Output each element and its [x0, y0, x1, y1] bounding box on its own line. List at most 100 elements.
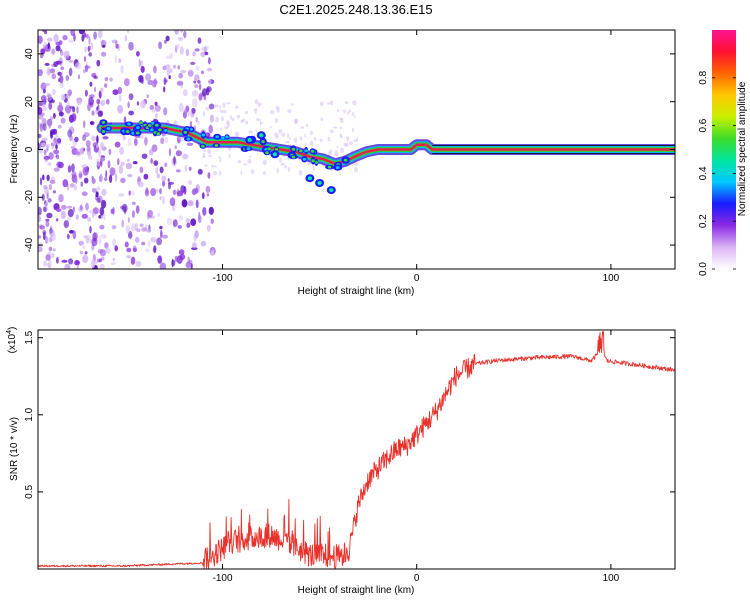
noise-speckle — [109, 167, 116, 176]
noise-speckle — [130, 256, 136, 265]
noise-speckle — [53, 112, 56, 119]
noise-speckle — [356, 167, 358, 172]
noise-speckle — [84, 89, 88, 97]
noise-speckle — [287, 109, 292, 114]
noise-speckle — [52, 248, 56, 252]
noise-speckle — [41, 193, 45, 201]
noise-speckle — [167, 178, 170, 183]
noise-speckle — [51, 48, 56, 55]
noise-speckle — [47, 263, 50, 267]
spectrogram-noise-layer — [38, 30, 359, 269]
noise-speckle — [38, 102, 44, 107]
noise-speckle — [125, 225, 131, 234]
noise-speckle — [112, 257, 116, 262]
noise-speckle — [126, 255, 132, 259]
noise-speckle — [55, 133, 59, 140]
noise-speckle — [178, 72, 183, 79]
noise-speckle — [48, 96, 52, 101]
noise-speckle — [45, 218, 50, 222]
noise-speckle — [245, 110, 249, 115]
noise-speckle — [132, 161, 138, 165]
noise-speckle — [99, 249, 107, 257]
noise-speckle — [191, 98, 198, 108]
noise-speckle — [146, 94, 150, 99]
noise-speckle — [126, 30, 130, 34]
noise-speckle — [163, 86, 166, 93]
noise-speckle — [101, 233, 107, 239]
noise-speckle — [88, 36, 91, 45]
noise-speckle — [58, 194, 64, 203]
noise-speckle — [150, 158, 154, 164]
noise-speckle — [100, 142, 105, 150]
noise-speckle — [59, 82, 64, 88]
ridge-blob-core — [201, 144, 205, 148]
noise-speckle — [168, 75, 171, 80]
noise-speckle — [105, 169, 108, 179]
noise-speckle — [120, 177, 126, 184]
noise-speckle — [327, 136, 331, 142]
noise-speckle — [96, 161, 101, 170]
ridge-blob-core — [164, 129, 168, 132]
noise-speckle — [45, 221, 50, 228]
noise-speckle — [310, 130, 313, 136]
noise-speckle — [212, 171, 218, 176]
noise-speckle — [44, 235, 49, 244]
noise-speckle — [68, 67, 73, 77]
noise-speckle — [354, 167, 357, 173]
noise-speckle — [118, 94, 122, 102]
noise-speckle — [174, 30, 179, 35]
noise-speckle — [47, 42, 50, 49]
noise-speckle — [43, 149, 47, 156]
noise-speckle — [195, 116, 198, 123]
noise-speckle — [339, 126, 343, 130]
noise-speckle — [88, 52, 92, 57]
noise-speckle — [124, 241, 129, 248]
noise-speckle — [84, 251, 88, 255]
noise-speckle — [164, 39, 167, 44]
noise-speckle — [42, 174, 45, 181]
noise-speckle — [49, 179, 56, 184]
noise-speckle — [86, 145, 91, 152]
noise-speckle — [255, 129, 258, 132]
noise-speckle — [79, 250, 84, 255]
noise-speckle — [164, 136, 169, 144]
noise-speckle — [149, 105, 155, 110]
noise-speckle — [218, 156, 222, 159]
noise-speckle — [96, 135, 99, 144]
noise-speckle — [162, 180, 166, 187]
noise-speckle — [190, 61, 196, 65]
noise-speckle — [260, 121, 264, 125]
noise-speckle — [62, 179, 69, 188]
noise-speckle — [117, 158, 120, 166]
noise-speckle — [167, 68, 173, 74]
noise-speckle — [174, 145, 177, 150]
ridge-blob-core — [106, 127, 111, 130]
noise-speckle — [211, 164, 215, 168]
noise-speckle — [43, 206, 47, 213]
noise-speckle — [127, 137, 132, 147]
noise-speckle — [137, 181, 144, 188]
noise-speckle — [69, 105, 75, 109]
noise-speckle — [127, 217, 130, 223]
noise-speckle — [285, 141, 290, 144]
ridge-blob-core — [150, 128, 154, 132]
noise-speckle — [186, 142, 194, 146]
noise-speckle — [67, 89, 73, 96]
noise-speckle — [50, 130, 54, 139]
noise-speckle — [122, 203, 128, 213]
noise-speckle — [107, 160, 111, 169]
noise-speckle — [150, 236, 157, 243]
noise-speckle — [99, 263, 105, 269]
ridge-blob-core — [299, 149, 303, 153]
noise-speckle — [55, 154, 60, 160]
noise-speckle — [161, 175, 167, 182]
noise-speckle — [206, 193, 210, 197]
noise-speckle — [164, 162, 168, 168]
noise-speckle — [92, 232, 98, 242]
noise-speckle — [180, 30, 183, 33]
noise-speckle — [99, 173, 103, 183]
noise-speckle — [42, 123, 47, 131]
noise-speckle — [42, 30, 46, 33]
ridge-blob-core — [221, 136, 225, 140]
noise-speckle — [83, 177, 89, 184]
